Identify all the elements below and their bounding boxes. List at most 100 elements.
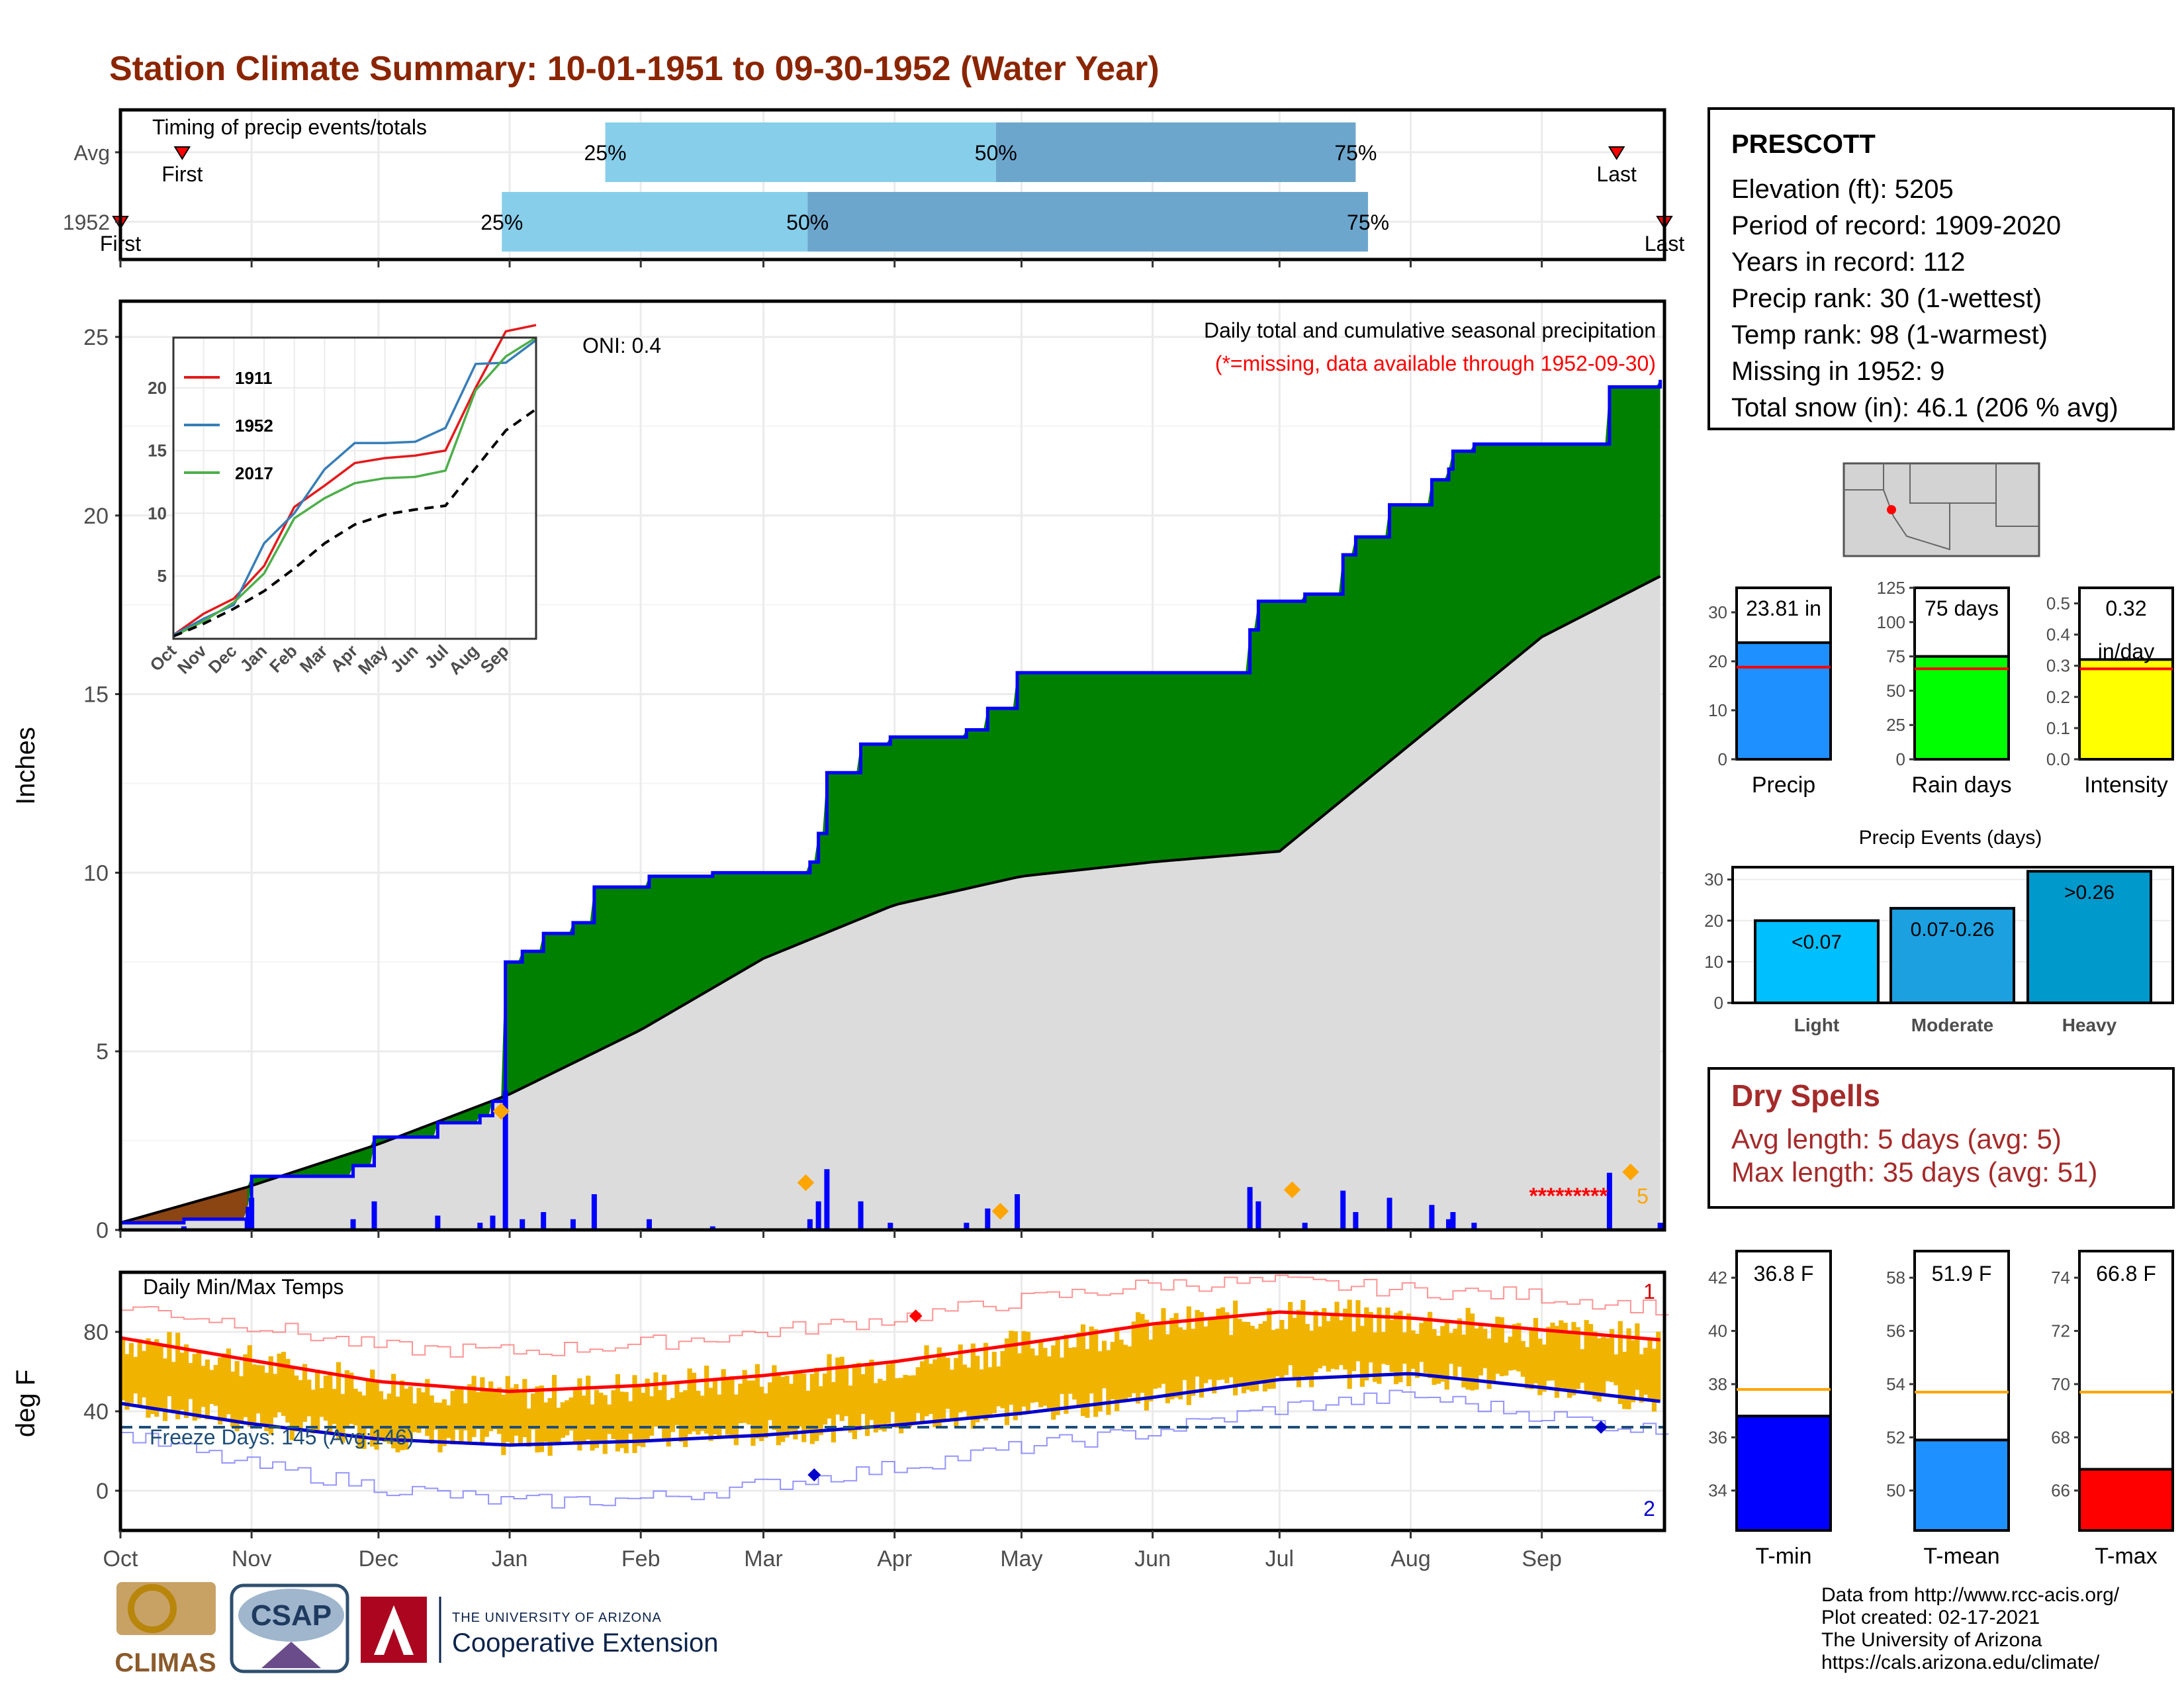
daily-temp-bar — [395, 1396, 400, 1453]
precip-event-value-label: >0.26 — [2064, 882, 2115, 904]
daily-temp-bar — [1279, 1319, 1285, 1378]
daily-temp-bar — [1495, 1317, 1500, 1374]
temp-summary-y-tick: 36 — [1708, 1427, 1727, 1447]
temp-summary-y-tick: 42 — [1708, 1268, 1727, 1288]
daily-temp-bar — [1101, 1340, 1107, 1389]
daily-temp-bar — [1474, 1328, 1479, 1390]
daily-temp-bar — [1085, 1348, 1090, 1418]
daily-temp-bar — [1440, 1326, 1445, 1382]
summary-precip-bar — [1735, 641, 1832, 761]
daily-temp-bar — [344, 1370, 349, 1429]
daily-precip-bar — [964, 1223, 970, 1230]
daily-temp-bar — [446, 1405, 451, 1438]
precip-event-value-label: 0.07-0.26 — [1911, 919, 1995, 941]
daily-temp-bar — [1017, 1353, 1023, 1416]
daily-temp-bar — [873, 1383, 878, 1433]
daily-temp-bar — [1161, 1308, 1166, 1384]
daily-temp-bar — [1406, 1313, 1412, 1387]
daily-temp-bar — [1191, 1329, 1196, 1396]
daily-temp-bar — [619, 1391, 625, 1448]
daily-temp-bar — [1136, 1312, 1141, 1404]
daily-temp-bar — [801, 1374, 807, 1442]
state-borders — [1844, 463, 2039, 551]
daily-temp-bar — [243, 1354, 248, 1417]
inset-series-line — [173, 339, 537, 636]
precip-events-y-tick: 10 — [1704, 952, 1723, 972]
daily-temp-bar — [1499, 1317, 1504, 1377]
daily-temp-bar — [1630, 1340, 1636, 1403]
daily-temp-bar — [700, 1395, 705, 1431]
daily-precip-bar — [824, 1169, 830, 1230]
temp-summary-value: 66.8 F — [2096, 1262, 2156, 1286]
daily-temp-bar — [162, 1358, 168, 1421]
daily-temp-bar — [1461, 1334, 1467, 1387]
daily-temp-bar — [966, 1367, 972, 1419]
summary-raindays-bar — [1913, 655, 2010, 761]
daily-temp-bar — [1635, 1323, 1640, 1390]
timing-q50-label: 50% — [786, 211, 829, 234]
daily-temp-bar — [120, 1340, 126, 1401]
normal-precip-area — [120, 576, 1661, 1230]
timing-bar-q2 — [807, 192, 1369, 252]
daily-temp-bar — [712, 1379, 718, 1434]
temp-rank-max: 1 — [1643, 1280, 1655, 1303]
daily-temp-bar — [1097, 1351, 1103, 1412]
station-name: PRESCOTT — [1731, 130, 1876, 159]
daily-temp-bar — [1080, 1324, 1086, 1417]
daily-temp-bar — [539, 1385, 544, 1452]
daily-temp-bar — [1516, 1323, 1522, 1372]
month-tick-label: Jun — [1134, 1546, 1171, 1571]
daily-temp-bar — [480, 1377, 485, 1445]
daily-temp-bar — [387, 1393, 392, 1444]
daily-precip-bar — [1302, 1223, 1308, 1230]
record-low-marker — [807, 1468, 821, 1481]
daily-precip-bar — [244, 1219, 250, 1230]
month-tick-label: Jul — [1265, 1546, 1294, 1571]
daily-temp-bar — [1283, 1329, 1289, 1376]
daily-temp-bar — [1588, 1324, 1594, 1394]
daily-temp-bar — [298, 1380, 303, 1431]
precip-event-value-label: <0.07 — [1792, 931, 1842, 953]
daily-temp-bar — [531, 1393, 536, 1430]
temp-summary-y-tick: 34 — [1708, 1481, 1727, 1501]
daily-temp-bar — [835, 1357, 841, 1415]
daily-temp-bar — [894, 1378, 899, 1429]
daily-temp-bar — [218, 1357, 223, 1425]
dry-spells-avg: Avg length: 5 days (avg: 5) — [1731, 1123, 2062, 1154]
daily-temp-bar — [1064, 1335, 1069, 1414]
dry-spells-box: Dry Spells Avg length: 5 days (avg: 5) M… — [1707, 1067, 2175, 1209]
dry-spells-max: Max length: 35 days (avg: 51) — [1731, 1156, 2098, 1188]
daily-temp-bar — [746, 1380, 752, 1425]
daily-temp-bar — [1423, 1319, 1428, 1374]
daily-precip-bar — [1015, 1194, 1021, 1230]
station-precip-rank: Precip rank: 30 (1-wettest) — [1731, 284, 2042, 313]
daily-temp-bar — [391, 1374, 396, 1449]
daily-precip-bar — [646, 1219, 652, 1230]
average-cumulative-line — [120, 575, 1661, 1225]
freeze-days-label: Freeze Days: 145 (Avg:146) — [150, 1425, 414, 1449]
precip-event-category: Heavy — [2062, 1015, 2117, 1035]
daily-temp-bar — [797, 1370, 802, 1427]
daily-temp-bar — [1216, 1308, 1221, 1380]
daily-temp-bar — [192, 1354, 197, 1421]
daily-temp-bar — [429, 1395, 434, 1444]
daily-temp-bar — [285, 1358, 291, 1423]
daily-temp-bar — [1177, 1327, 1183, 1400]
daily-temp-bar — [1541, 1344, 1547, 1392]
daily-temp-bar — [1165, 1334, 1170, 1403]
inset-frame — [172, 336, 537, 640]
precip-panel-frame — [118, 299, 1666, 1232]
daily-temp-bar — [598, 1392, 604, 1441]
summary-bar-label: Precip — [1752, 773, 1815, 798]
temp-summary-y-tick: 66 — [2051, 1481, 2070, 1501]
credit-line: The University of Arizona — [1821, 1629, 2042, 1651]
daily-temp-bar — [1520, 1340, 1525, 1377]
daily-temp-bar — [281, 1352, 287, 1416]
daily-temp-bar — [1042, 1348, 1048, 1406]
daily-temp-bar — [607, 1404, 612, 1434]
daily-temp-bar — [975, 1356, 980, 1423]
daily-temp-bar — [1381, 1332, 1386, 1364]
daily-temp-bar — [577, 1378, 582, 1451]
credit-line: https://cals.arizona.edu/climate/ — [1821, 1652, 2100, 1673]
temp-summary-tmin-bar — [1735, 1415, 1832, 1532]
